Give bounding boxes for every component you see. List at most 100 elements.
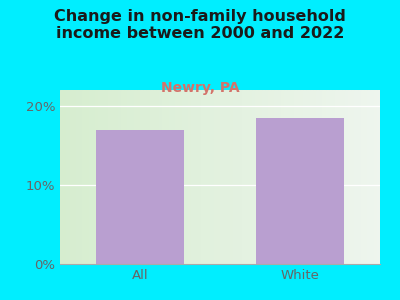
Bar xyxy=(252,90,255,264)
Bar xyxy=(102,90,105,264)
Bar xyxy=(377,90,380,264)
Bar xyxy=(306,90,310,264)
Bar xyxy=(73,90,76,264)
Bar xyxy=(143,90,146,264)
Bar xyxy=(233,90,236,264)
Bar xyxy=(281,90,284,264)
Bar xyxy=(271,90,274,264)
Bar xyxy=(258,90,262,264)
Bar xyxy=(338,90,342,264)
Bar xyxy=(290,90,294,264)
Bar xyxy=(201,90,204,264)
Bar xyxy=(204,90,207,264)
Bar xyxy=(86,90,89,264)
Bar xyxy=(82,90,86,264)
Bar xyxy=(217,90,220,264)
Bar xyxy=(348,90,351,264)
Bar xyxy=(300,90,303,264)
Bar xyxy=(367,90,370,264)
Bar xyxy=(150,90,153,264)
Bar xyxy=(329,90,332,264)
Bar xyxy=(96,130,184,264)
Bar xyxy=(98,90,102,264)
Bar xyxy=(364,90,367,264)
Bar xyxy=(79,90,82,264)
Bar xyxy=(156,90,159,264)
Bar xyxy=(191,90,194,264)
Bar xyxy=(60,90,63,264)
Bar xyxy=(226,90,230,264)
Bar xyxy=(332,90,335,264)
Bar xyxy=(351,90,354,264)
Bar xyxy=(239,90,242,264)
Bar xyxy=(66,90,70,264)
Bar xyxy=(207,90,210,264)
Bar xyxy=(284,90,287,264)
Bar xyxy=(146,90,150,264)
Bar xyxy=(76,90,79,264)
Bar xyxy=(178,90,182,264)
Bar xyxy=(114,90,118,264)
Bar xyxy=(137,90,140,264)
Bar xyxy=(172,90,175,264)
Bar xyxy=(95,90,98,264)
Bar xyxy=(236,90,239,264)
Bar xyxy=(230,90,233,264)
Bar xyxy=(274,90,278,264)
Bar xyxy=(310,90,313,264)
Bar xyxy=(262,90,265,264)
Bar xyxy=(169,90,172,264)
Bar xyxy=(246,90,249,264)
Bar xyxy=(255,90,258,264)
Bar xyxy=(354,90,358,264)
Bar xyxy=(134,90,137,264)
Bar xyxy=(256,118,344,264)
Bar xyxy=(322,90,326,264)
Bar xyxy=(210,90,214,264)
Bar xyxy=(63,90,66,264)
Bar xyxy=(278,90,281,264)
Bar xyxy=(121,90,124,264)
Bar xyxy=(124,90,127,264)
Bar xyxy=(130,90,134,264)
Bar xyxy=(166,90,169,264)
Bar xyxy=(140,90,143,264)
Bar xyxy=(162,90,166,264)
Bar xyxy=(287,90,290,264)
Bar xyxy=(242,90,246,264)
Bar xyxy=(294,90,297,264)
Bar xyxy=(188,90,191,264)
Text: Newry, PA: Newry, PA xyxy=(161,81,239,95)
Bar xyxy=(70,90,73,264)
Bar xyxy=(194,90,198,264)
Bar xyxy=(127,90,130,264)
Bar xyxy=(223,90,226,264)
Bar xyxy=(316,90,319,264)
Bar xyxy=(345,90,348,264)
Bar xyxy=(313,90,316,264)
Bar xyxy=(111,90,114,264)
Bar xyxy=(108,90,111,264)
Bar xyxy=(159,90,162,264)
Bar xyxy=(175,90,178,264)
Bar xyxy=(361,90,364,264)
Bar xyxy=(220,90,223,264)
Bar xyxy=(303,90,306,264)
Bar xyxy=(92,90,95,264)
Bar xyxy=(358,90,361,264)
Bar xyxy=(374,90,377,264)
Bar xyxy=(118,90,121,264)
Bar xyxy=(89,90,92,264)
Text: Change in non-family household
income between 2000 and 2022: Change in non-family household income be… xyxy=(54,9,346,41)
Bar xyxy=(185,90,188,264)
Bar xyxy=(249,90,252,264)
Bar xyxy=(297,90,300,264)
Bar xyxy=(153,90,156,264)
Bar xyxy=(326,90,329,264)
Bar xyxy=(319,90,322,264)
Bar xyxy=(198,90,201,264)
Bar xyxy=(268,90,271,264)
Bar xyxy=(105,90,108,264)
Bar xyxy=(342,90,345,264)
Bar xyxy=(214,90,217,264)
